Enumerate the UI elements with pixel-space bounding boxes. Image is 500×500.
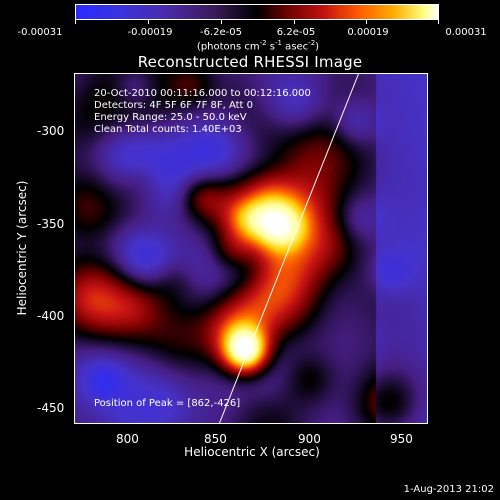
x-tick-label: 950 <box>390 432 413 446</box>
y-axis-label: Heliocentric Y (arcsec) <box>15 180 29 316</box>
x-axis-label: Heliocentric X (arcsec) <box>184 445 320 459</box>
y-tick-label: -300 <box>37 124 65 138</box>
colorbar-tick-mark <box>366 20 367 24</box>
colorbar-tick-mark <box>148 20 149 24</box>
colorbar-tick-label: 0.00031 <box>445 27 487 38</box>
x-tick-label: 900 <box>298 432 321 446</box>
peak-position-text: Position of Peak = [862,-426] <box>94 398 241 409</box>
colorbar-tick-label: -0.00031 <box>17 27 63 38</box>
colorbar-tick-label: -0.00019 <box>127 27 173 38</box>
x-tick-label: 800 <box>116 432 139 446</box>
colorbar-tick-label: -6.2e-05 <box>200 27 242 38</box>
chart-title: Reconstructed RHESSI Image <box>137 53 363 71</box>
solar-limb-line <box>219 74 359 423</box>
colorbar <box>75 4 439 20</box>
heatmap-image <box>75 74 427 423</box>
time-range-text: 20-Oct-2010 00:11:16.000 to 00:12:16.000 <box>94 88 311 99</box>
colorbar-tick-mark <box>294 20 295 24</box>
colorbar-tick-mark <box>438 20 439 24</box>
x-tick-label: 850 <box>204 432 227 446</box>
colorbar-tick-mark <box>221 20 222 24</box>
colorbar-tick-label: 0.00019 <box>347 27 389 38</box>
energy-range-text: Energy Range: 25.0 - 50.0 keV <box>94 112 247 123</box>
limb-overlay <box>219 74 359 423</box>
colorbar-tick-label: 6.2e-05 <box>276 27 316 38</box>
image-plot-area[interactable] <box>74 73 428 424</box>
clean-counts-text: Clean Total counts: 1.40E+03 <box>94 124 242 135</box>
y-tick-label: -400 <box>37 309 65 323</box>
timestamp: 1-Aug-2013 21:02 <box>403 484 494 495</box>
colorbar-tick-mark <box>75 20 76 24</box>
y-tick-label: -350 <box>37 217 65 231</box>
colorbar-units: (photons cm-2 s-1 asec-2) <box>196 39 320 53</box>
detectors-text: Detectors: 4F 5F 6F 7F 8F, Att 0 <box>94 100 254 111</box>
y-tick-label: -450 <box>37 401 65 415</box>
